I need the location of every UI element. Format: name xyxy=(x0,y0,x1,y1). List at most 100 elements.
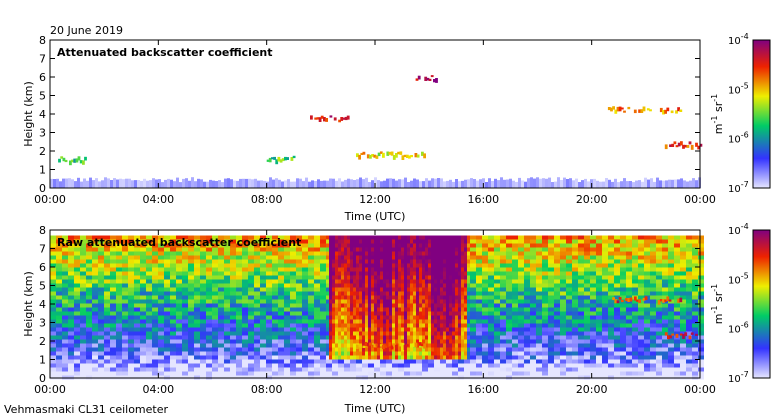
heatmap-cell xyxy=(512,371,518,376)
heatmap-cell xyxy=(170,323,176,328)
heatmap-cell xyxy=(368,319,371,324)
heatmap-cell xyxy=(194,315,200,320)
heatmap-cell xyxy=(548,339,554,344)
heatmap-cell xyxy=(80,271,86,276)
heatmap-cell xyxy=(290,311,296,316)
heatmap-cell xyxy=(500,371,506,376)
heatmap-cell xyxy=(524,251,530,256)
heatmap-cell xyxy=(110,359,116,364)
heatmap-cell xyxy=(128,299,134,304)
heatmap-cell xyxy=(476,331,482,336)
heatmap-cell xyxy=(56,275,62,280)
heatmap-cell xyxy=(86,323,92,328)
heatmap-cell xyxy=(666,107,670,112)
heatmap-cell xyxy=(260,351,266,356)
heatmap-cell xyxy=(410,180,413,188)
heatmap-cell xyxy=(584,251,590,256)
heatmap-cell xyxy=(566,363,572,368)
heatmap-cell xyxy=(353,283,356,288)
heatmap-cell xyxy=(374,363,380,368)
heatmap-cell xyxy=(110,279,116,284)
heatmap-cell xyxy=(218,303,224,308)
heatmap-cell xyxy=(572,315,578,320)
heatmap-cell xyxy=(278,311,284,316)
heatmap-cell xyxy=(389,303,392,308)
heatmap-cell xyxy=(194,307,200,312)
heatmap-cell xyxy=(92,311,98,316)
heatmap-cell xyxy=(470,279,476,284)
heatmap-cell xyxy=(572,359,578,364)
heatmap-cell xyxy=(362,291,365,296)
heatmap-cell xyxy=(341,327,344,332)
heatmap-cell xyxy=(470,275,476,280)
heatmap-cell xyxy=(116,307,122,312)
heatmap-cell xyxy=(122,303,128,308)
heatmap-bottom xyxy=(50,235,704,380)
heatmap-cell xyxy=(662,371,668,376)
heatmap-cell xyxy=(632,371,638,376)
heatmap-cell xyxy=(164,343,170,348)
heatmap-cell xyxy=(644,287,650,292)
heatmap-cell xyxy=(494,259,500,264)
heatmap-cell xyxy=(236,335,242,340)
heatmap-cell xyxy=(572,351,578,356)
heatmap-cell xyxy=(80,327,86,332)
heatmap-cell xyxy=(602,291,608,296)
heatmap-cell xyxy=(614,243,620,248)
heatmap-cell xyxy=(350,347,353,352)
heatmap-cell xyxy=(152,299,158,304)
heatmap-cell xyxy=(632,323,638,328)
heatmap-cell xyxy=(134,371,140,376)
heatmap-cell xyxy=(200,351,206,356)
heatmap-cell xyxy=(272,335,278,340)
heatmap-cell xyxy=(377,291,380,296)
heatmap-cell xyxy=(482,331,488,336)
heatmap-cell xyxy=(254,339,260,344)
heatmap-cell xyxy=(632,303,638,308)
heatmap-cell xyxy=(218,251,224,256)
heatmap-cell xyxy=(482,247,488,252)
heatmap-cell xyxy=(200,367,206,372)
heatmap-cell xyxy=(230,319,236,324)
heatmap-cell xyxy=(392,235,395,240)
heatmap-cell xyxy=(680,359,686,364)
heatmap-cell xyxy=(356,267,359,272)
heatmap-cell xyxy=(68,363,74,368)
heatmap-cell xyxy=(140,247,146,252)
heatmap-cell xyxy=(494,367,500,372)
heatmap-cell xyxy=(368,359,374,364)
heatmap-cell xyxy=(248,235,254,240)
heatmap-cell xyxy=(140,283,146,288)
heatmap-cell xyxy=(578,371,584,376)
heatmap-cell xyxy=(488,291,494,296)
heatmap-cell xyxy=(374,347,377,352)
heatmap-cell xyxy=(224,327,230,332)
heatmap-cell xyxy=(356,299,359,304)
heatmap-cell xyxy=(344,287,347,292)
heatmap-cell xyxy=(614,343,620,348)
heatmap-cell xyxy=(362,267,365,272)
heatmap-cell xyxy=(653,181,656,188)
heatmap-cell xyxy=(590,235,596,240)
heatmap-cell xyxy=(692,367,698,372)
heatmap-cell xyxy=(239,178,242,188)
heatmap-cell xyxy=(518,287,524,292)
heatmap-cell xyxy=(356,371,362,376)
heatmap-cell xyxy=(266,331,272,336)
heatmap-cell xyxy=(164,271,170,276)
heatmap-cell xyxy=(626,367,632,372)
heatmap-cell xyxy=(686,315,692,320)
heatmap-cell xyxy=(374,247,377,252)
heatmap-cell xyxy=(488,295,494,300)
heatmap-cell xyxy=(566,343,572,348)
heatmap-cell xyxy=(338,311,341,316)
heatmap-cell xyxy=(290,347,296,352)
heatmap-cell xyxy=(596,339,602,344)
heatmap-cell xyxy=(344,116,348,121)
heatmap-cell xyxy=(164,299,170,304)
heatmap-cell xyxy=(656,315,662,320)
y-tick-label: 2 xyxy=(39,145,46,158)
heatmap-cell xyxy=(530,235,536,240)
heatmap-cell xyxy=(278,331,284,336)
heatmap-cell xyxy=(392,275,395,280)
